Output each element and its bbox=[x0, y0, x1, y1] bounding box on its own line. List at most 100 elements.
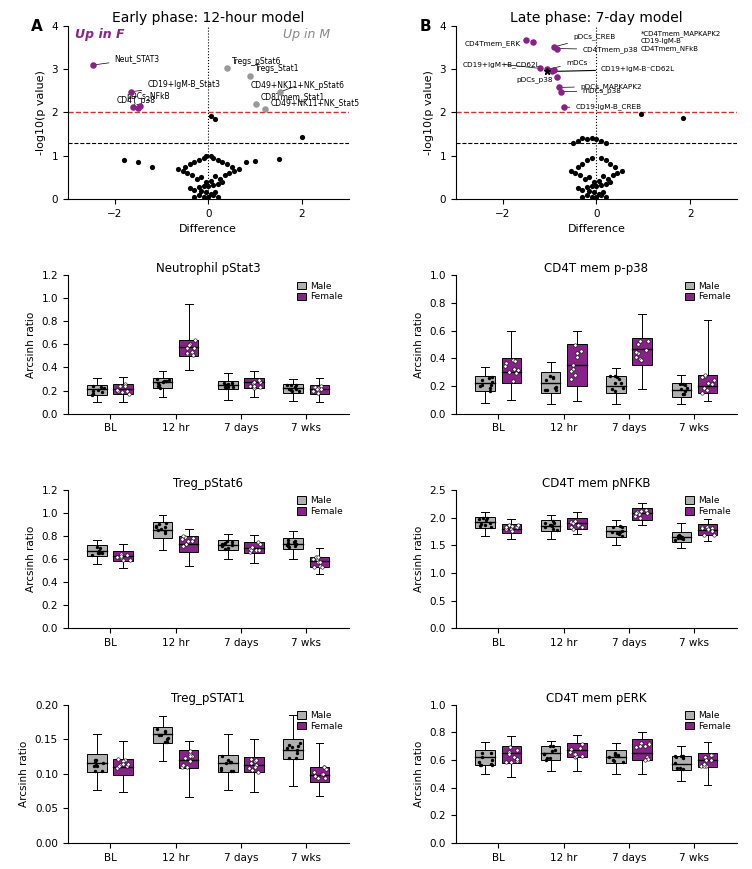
Point bbox=[581, 180, 593, 194]
Point bbox=[485, 757, 497, 771]
Point bbox=[639, 753, 651, 766]
Point bbox=[566, 520, 578, 534]
Point bbox=[290, 539, 302, 553]
Point bbox=[211, 153, 223, 167]
Point bbox=[547, 370, 559, 384]
Bar bbox=[672, 532, 691, 542]
Bar bbox=[179, 536, 199, 552]
Point bbox=[202, 179, 214, 193]
Point bbox=[122, 757, 134, 771]
Legend: Male, Female: Male, Female bbox=[684, 709, 732, 733]
Point bbox=[605, 369, 617, 383]
Point bbox=[200, 175, 212, 189]
Point bbox=[155, 522, 167, 536]
Point bbox=[696, 521, 708, 535]
Point bbox=[183, 744, 196, 758]
Text: CD4Tmem_ERK: CD4Tmem_ERK bbox=[465, 40, 526, 47]
Point bbox=[86, 387, 99, 401]
Point bbox=[117, 553, 129, 567]
Point bbox=[539, 516, 551, 530]
Point bbox=[227, 764, 239, 778]
Point bbox=[634, 505, 646, 519]
Point bbox=[114, 758, 126, 772]
Point bbox=[219, 380, 231, 394]
Point bbox=[607, 169, 619, 182]
Bar bbox=[475, 516, 495, 527]
Point bbox=[314, 554, 326, 568]
Point bbox=[249, 154, 261, 168]
Point bbox=[314, 560, 326, 574]
Bar bbox=[87, 545, 107, 555]
Legend: Male, Female: Male, Female bbox=[684, 494, 732, 518]
Point bbox=[586, 179, 598, 193]
Text: pDCs_p38: pDCs_p38 bbox=[517, 76, 556, 83]
Point bbox=[569, 750, 581, 764]
Point bbox=[672, 531, 684, 545]
Point bbox=[696, 386, 708, 400]
X-axis label: Difference: Difference bbox=[568, 224, 626, 234]
Point bbox=[215, 760, 227, 774]
Point bbox=[198, 179, 210, 193]
Point bbox=[246, 541, 258, 554]
Point bbox=[503, 518, 515, 532]
Point bbox=[220, 378, 232, 392]
Point bbox=[177, 539, 189, 553]
Point bbox=[700, 759, 712, 773]
Bar bbox=[87, 754, 107, 773]
Point bbox=[595, 134, 607, 148]
Point bbox=[701, 383, 713, 397]
Point bbox=[616, 520, 628, 534]
Point bbox=[226, 376, 238, 390]
Point bbox=[499, 359, 511, 373]
Title: Neutrophil pStat3: Neutrophil pStat3 bbox=[156, 262, 261, 275]
Point bbox=[702, 523, 714, 537]
Point bbox=[274, 85, 286, 99]
Point bbox=[573, 518, 585, 532]
Point bbox=[111, 760, 123, 774]
Point bbox=[572, 134, 584, 148]
Point bbox=[162, 731, 174, 745]
Point bbox=[314, 381, 326, 395]
Point bbox=[318, 760, 330, 774]
Point bbox=[88, 760, 100, 773]
Point bbox=[124, 553, 136, 567]
Point bbox=[219, 536, 231, 550]
Point bbox=[111, 550, 123, 564]
Point bbox=[132, 101, 144, 115]
Point bbox=[635, 353, 647, 367]
Point bbox=[188, 341, 200, 355]
Point bbox=[151, 721, 163, 735]
Point bbox=[222, 377, 234, 391]
Point bbox=[500, 521, 512, 535]
Point bbox=[220, 381, 232, 395]
Point bbox=[207, 151, 219, 165]
Bar bbox=[218, 381, 238, 389]
Point bbox=[550, 383, 562, 397]
Point bbox=[477, 373, 489, 387]
Point bbox=[611, 166, 623, 180]
Text: A: A bbox=[31, 19, 43, 34]
Title: Treg_pSTAT1: Treg_pSTAT1 bbox=[171, 692, 245, 705]
Point bbox=[249, 753, 261, 767]
Point bbox=[226, 535, 238, 549]
Point bbox=[123, 387, 135, 401]
Point bbox=[311, 553, 323, 567]
Point bbox=[225, 764, 237, 778]
Text: CD19-IgM-B_CREB: CD19-IgM-B_CREB bbox=[566, 103, 641, 109]
Point bbox=[483, 371, 495, 385]
Text: CD4Tmem_p38: CD4Tmem_p38 bbox=[559, 46, 638, 53]
Point bbox=[161, 733, 173, 746]
Point bbox=[247, 375, 259, 389]
Point bbox=[584, 170, 596, 184]
Point bbox=[505, 519, 517, 533]
Point bbox=[509, 355, 521, 368]
Point bbox=[673, 529, 685, 543]
Point bbox=[671, 761, 683, 775]
Bar bbox=[606, 750, 626, 763]
Point bbox=[641, 753, 653, 766]
Legend: Male, Female: Male, Female bbox=[296, 280, 344, 303]
Point bbox=[111, 382, 123, 396]
Point bbox=[595, 189, 607, 202]
Point bbox=[240, 156, 252, 169]
Point bbox=[112, 753, 124, 766]
